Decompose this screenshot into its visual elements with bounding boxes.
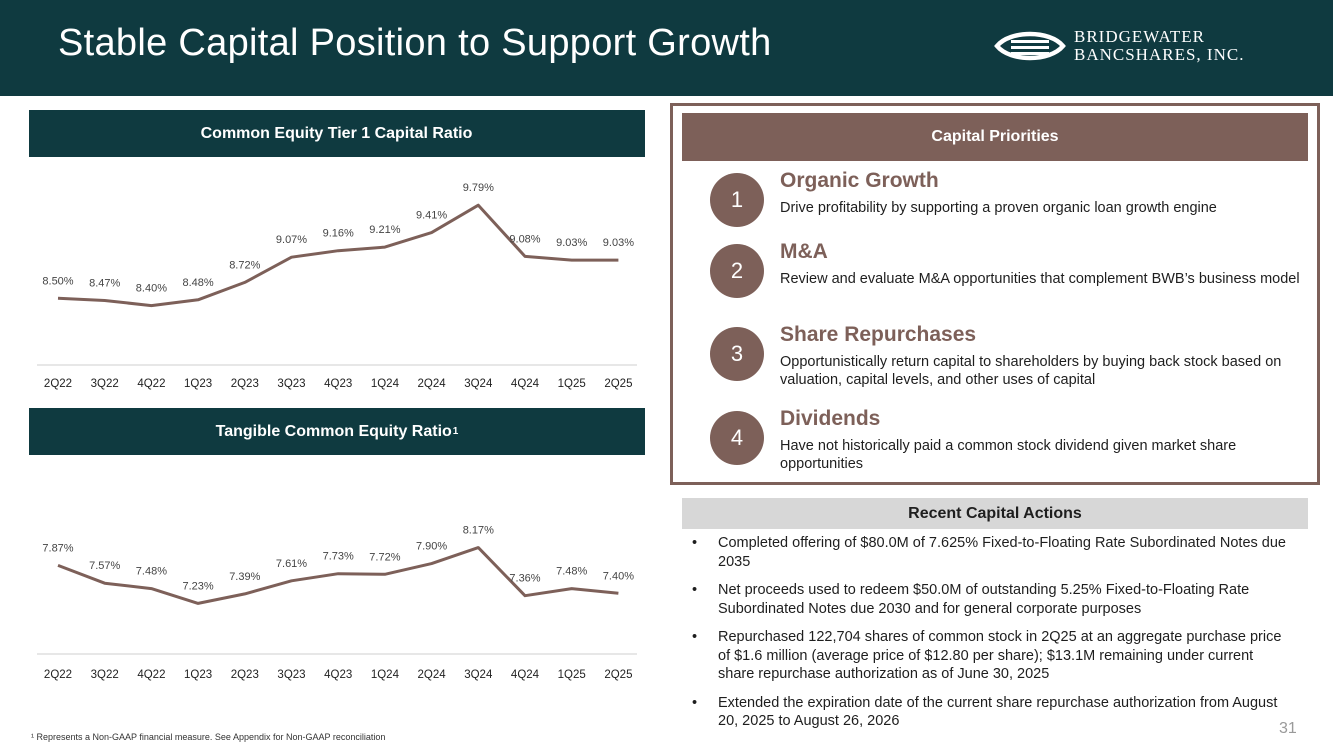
data-label: 9.21% [369,224,400,236]
bullet-icon: • [692,582,698,598]
priority-number-badge: 1 [710,173,764,227]
x-tick-label: 1Q25 [558,378,586,390]
x-tick-label: 3Q22 [91,669,119,681]
priority-title: Share Repurchases [780,323,977,346]
data-label: 9.08% [509,233,540,245]
x-tick-label: 1Q24 [371,378,400,390]
action-text: Extended the expiration date of the curr… [718,694,1278,730]
logo-line-2: BANCSHARES, INC. [1074,45,1245,64]
data-label: 7.36% [509,573,540,585]
x-tick-label: 2Q22 [44,378,72,390]
data-label: 7.39% [229,571,260,583]
tce-chart-title: Tangible Common Equity Ratio [215,422,452,440]
x-tick-label: 3Q23 [277,378,305,390]
bullet-icon: • [692,629,698,645]
header-banner: Stable Capital Position to Support Growt… [0,0,1333,96]
data-label: 7.23% [182,580,213,592]
data-label: 9.79% [463,182,494,194]
data-label: 8.40% [136,283,167,295]
capital-priorities-panel: Capital Priorities 1 Organic Growth Driv… [670,103,1320,485]
data-label: 7.90% [416,541,447,553]
x-tick-label: 4Q22 [137,378,165,390]
bridge-logo-icon [994,31,1066,61]
data-label: 7.40% [603,570,634,582]
data-label: 7.72% [369,551,400,563]
x-tick-label: 2Q23 [231,669,259,681]
x-tick-label: 3Q22 [91,378,119,390]
x-tick-label: 2Q25 [604,378,632,390]
priority-number-badge: 3 [710,327,764,381]
x-tick-label: 2Q22 [44,669,72,681]
action-text: Net proceeds used to redeem $50.0M of ou… [718,582,1250,617]
data-label: 9.16% [323,228,354,240]
x-tick-label: 2Q23 [231,378,259,390]
data-label: 7.87% [42,542,73,554]
x-tick-label: 1Q23 [184,669,212,681]
tce-chart-title-bar: Tangible Common Equity Ratio 1 [29,408,645,455]
tce-chart-title-sup: 1 [452,426,459,437]
x-tick-label: 1Q23 [184,378,212,390]
x-tick-label: 1Q24 [371,669,400,681]
footnote: ¹ Represents a Non-GAAP financial measur… [31,732,386,742]
priority-description: Opportunistically return capital to shar… [780,354,1282,388]
priority-description: Have not historically paid a common stoc… [780,438,1237,472]
x-tick-label: 3Q23 [277,669,305,681]
priority-description: Drive profitability by supporting a prov… [780,200,1217,216]
data-label: 7.48% [556,566,587,578]
priority-title: M&A [780,240,828,263]
x-tick-label: 4Q22 [137,669,165,681]
data-label: 8.48% [182,277,213,289]
data-label: 9.03% [556,237,587,249]
priority-title: Organic Growth [780,169,939,192]
series-line [57,203,619,308]
bullet-icon: • [692,694,698,711]
series-line [57,546,619,605]
x-tick-label: 2Q25 [604,669,632,681]
company-logo: BRIDGEWATER BANCSHARES, INC. [994,26,1294,70]
priority-description: Review and evaluate M&A opportunities th… [780,271,1300,287]
page-number: 31 [1279,720,1297,737]
data-label: 8.17% [463,525,494,537]
tce-line-chart: 7.87% 2Q22 7.57% 3Q22 7.48% 4Q22 7.23% 1Q23 7.39… [37,525,637,681]
cet1-chart-title: Common Equity Tier 1 Capital Ratio [200,124,473,142]
x-tick-label: 3Q24 [464,669,493,681]
logo-line-1: BRIDGEWATER [1074,27,1205,46]
data-label: 9.41% [416,210,447,222]
x-tick-label: 2Q24 [418,669,447,681]
logo-text: BRIDGEWATER BANCSHARES, INC. [1074,28,1244,64]
x-tick-label: 4Q24 [511,669,540,681]
x-tick-label: 4Q23 [324,669,352,681]
data-label: 9.07% [276,234,307,246]
x-tick-label: 1Q25 [558,669,586,681]
page-title: Stable Capital Position to Support Growt… [58,22,772,64]
action-text: Completed offering of $80.0M of 7.625% F… [718,535,1286,570]
list-item: • Net proceeds used to redeem $50.0M of o… [690,581,1290,618]
recent-capital-actions-heading: Recent Capital Actions [682,498,1308,529]
priority-number-badge: 2 [710,244,764,298]
bullet-icon: • [692,535,698,551]
capital-priorities-heading: Capital Priorities [682,113,1308,161]
x-tick-label: 2Q24 [418,378,447,390]
data-label: 9.03% [603,237,634,249]
x-tick-label: 4Q24 [511,378,540,390]
recent-capital-actions-list: • Completed offering of $80.0M of 7.625% … [690,534,1290,741]
cet1-line-chart: 8.50% 2Q22 8.47% 3Q22 8.40% 4Q22 8.48% 1Q23 8.72… [37,182,637,390]
list-item: • Repurchased 122,704 shares of common st… [690,628,1290,684]
data-label: 8.50% [42,275,73,287]
data-label: 7.48% [136,566,167,578]
data-label: 7.61% [276,558,307,570]
x-tick-label: 3Q24 [464,378,493,390]
data-label: 8.72% [229,259,260,271]
action-text: Repurchased 122,704 shares of common sto… [718,629,1282,682]
list-item: • Extended the expiration date of the cur… [690,694,1290,731]
priority-title: Dividends [780,407,881,430]
priority-number-badge: 4 [710,411,764,465]
data-label: 8.47% [89,278,120,290]
data-label: 7.57% [89,560,120,572]
cet1-chart-title-bar: Common Equity Tier 1 Capital Ratio [29,110,645,157]
data-label: 7.73% [323,551,354,563]
x-tick-label: 4Q23 [324,378,352,390]
list-item: • Completed offering of $80.0M of 7.625% … [690,534,1290,571]
